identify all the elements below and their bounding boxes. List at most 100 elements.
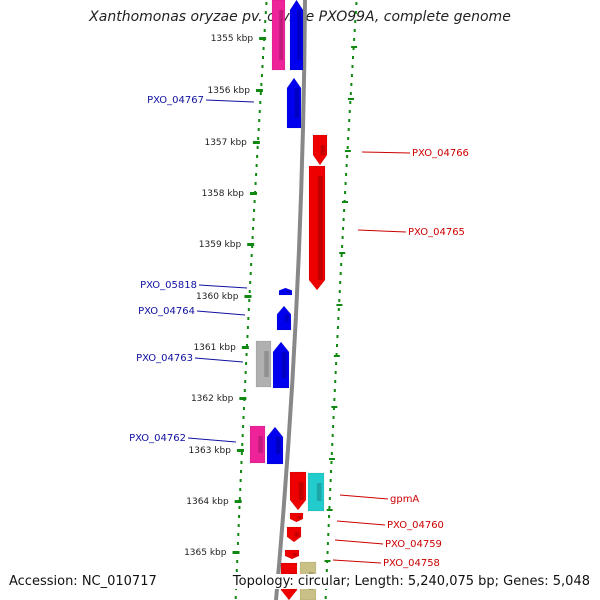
label-leader-right — [332, 559, 382, 564]
outer-track-dot — [345, 173, 348, 176]
outer-track-dot — [350, 74, 353, 77]
inner-track-dot — [242, 425, 245, 428]
inner-track-dot — [247, 317, 250, 320]
gene-block — [289, 512, 304, 523]
outer-tick — [336, 304, 343, 306]
outer-track-dot — [338, 299, 341, 302]
outer-track-dot — [349, 92, 352, 95]
inner-track-dot — [257, 128, 260, 131]
inner-track-dot — [244, 371, 247, 374]
gene-block-shade — [294, 532, 299, 537]
ruler-tick — [241, 346, 249, 349]
inner-track-dot — [265, 2, 268, 5]
ruler-label: 1365 kbp — [184, 548, 227, 558]
gene-label-left: PXO_04762 — [129, 433, 186, 444]
gene-block-shade — [286, 290, 291, 293]
ruler-tick — [252, 141, 260, 144]
ruler-label: 1360 kbp — [196, 292, 239, 302]
inner-track-dot — [241, 434, 244, 437]
outer-track-dot — [330, 470, 333, 473]
inner-track-dot — [257, 137, 260, 140]
ruler-tick — [232, 551, 240, 554]
gene-labels: PXO_04767 PXO_05818 PXO_04764 PXO_04763 PXO_… — [129, 95, 469, 569]
outer-track-dot — [326, 551, 329, 554]
outer-track-dot — [335, 353, 338, 356]
gene-features — [249, 0, 328, 600]
inner-track-dot — [242, 407, 245, 410]
outer-track-dot — [327, 524, 330, 527]
inner-track-dot — [245, 353, 248, 356]
gene-label-right: PXO_04765 — [408, 227, 465, 238]
outer-track-dot — [344, 191, 347, 194]
kbp-ruler: 1355 kbp 1356 kbp 1357 kbp 1358 kbp 1359 kbp… — [184, 34, 358, 562]
ruler-label: 1356 kbp — [208, 86, 251, 96]
outer-tick — [339, 252, 346, 254]
inner-track-dot — [252, 218, 255, 221]
gene-block — [266, 426, 284, 465]
inner-track-dot — [242, 416, 245, 419]
gene-block-shade — [258, 436, 263, 453]
track-dots — [234, 2, 358, 599]
ruler-label: 1355 kbp — [211, 34, 254, 44]
outer-tick — [351, 46, 358, 48]
outer-track-dot — [331, 434, 334, 437]
label-leader-right — [334, 539, 384, 545]
outer-track-dot — [339, 272, 342, 275]
outer-track-dot — [336, 326, 339, 329]
inner-track-dot — [259, 92, 262, 95]
ruler-tick — [259, 37, 267, 40]
label-leader-right — [336, 520, 386, 526]
gene-label-right: PXO_04760 — [387, 520, 444, 531]
label-leader-left — [196, 310, 246, 316]
outer-track-dot — [351, 65, 354, 68]
outer-track-dot — [327, 533, 330, 536]
inner-track-dot — [264, 20, 267, 23]
inner-track-dot — [247, 308, 250, 311]
gene-block — [289, 0, 304, 71]
inner-track-dot — [260, 74, 263, 77]
gene-block — [276, 305, 292, 331]
inner-track-dot — [237, 524, 240, 527]
outer-track-dot — [343, 209, 346, 212]
inner-track-dot — [237, 533, 240, 536]
gene-block-shade — [298, 482, 304, 500]
outer-track-dot — [328, 497, 331, 500]
inner-track-dot — [259, 101, 262, 104]
ruler-label: 1359 kbp — [199, 240, 242, 250]
ruler-label: 1358 kbp — [202, 189, 245, 199]
inner-track-dot — [250, 254, 253, 257]
inner-track-dot — [251, 236, 254, 239]
outer-track-dot — [326, 542, 329, 545]
inner-track-dot — [255, 164, 258, 167]
label-leader-right — [361, 151, 411, 154]
outer-track-dot — [347, 128, 350, 131]
inner-track-dot — [252, 227, 255, 230]
ruler-tick — [255, 89, 263, 92]
gene-block — [286, 77, 302, 129]
inner-track-dot — [238, 515, 241, 518]
inner-track-dot — [246, 335, 249, 338]
outer-track-dot — [330, 461, 333, 464]
inner-track-dot — [264, 11, 267, 14]
inner-track-dot — [243, 389, 246, 392]
ruler-label: 1361 kbp — [193, 343, 236, 353]
outer-track-dot — [333, 398, 336, 401]
gene-block-shade — [297, 516, 302, 519]
gene-block-shade — [316, 483, 322, 501]
outer-track-dot — [332, 425, 335, 428]
outer-track-dot — [335, 362, 338, 365]
inner-track-dot — [251, 245, 254, 248]
outer-track-dot — [331, 443, 334, 446]
ruler-label: 1364 kbp — [186, 497, 229, 507]
gene-label-right: PXO_04766 — [412, 148, 469, 159]
label-leader-right — [339, 494, 389, 500]
outer-tick — [326, 509, 333, 511]
genome-backbone — [274, 0, 307, 600]
outer-tick — [331, 406, 338, 408]
outer-track-dot — [344, 182, 347, 185]
outer-track-dot — [348, 110, 351, 113]
outer-track-dot — [352, 56, 355, 59]
ruler-label: 1357 kbp — [204, 138, 247, 148]
inner-track-dot — [260, 83, 263, 86]
inner-track-dot — [240, 452, 243, 455]
